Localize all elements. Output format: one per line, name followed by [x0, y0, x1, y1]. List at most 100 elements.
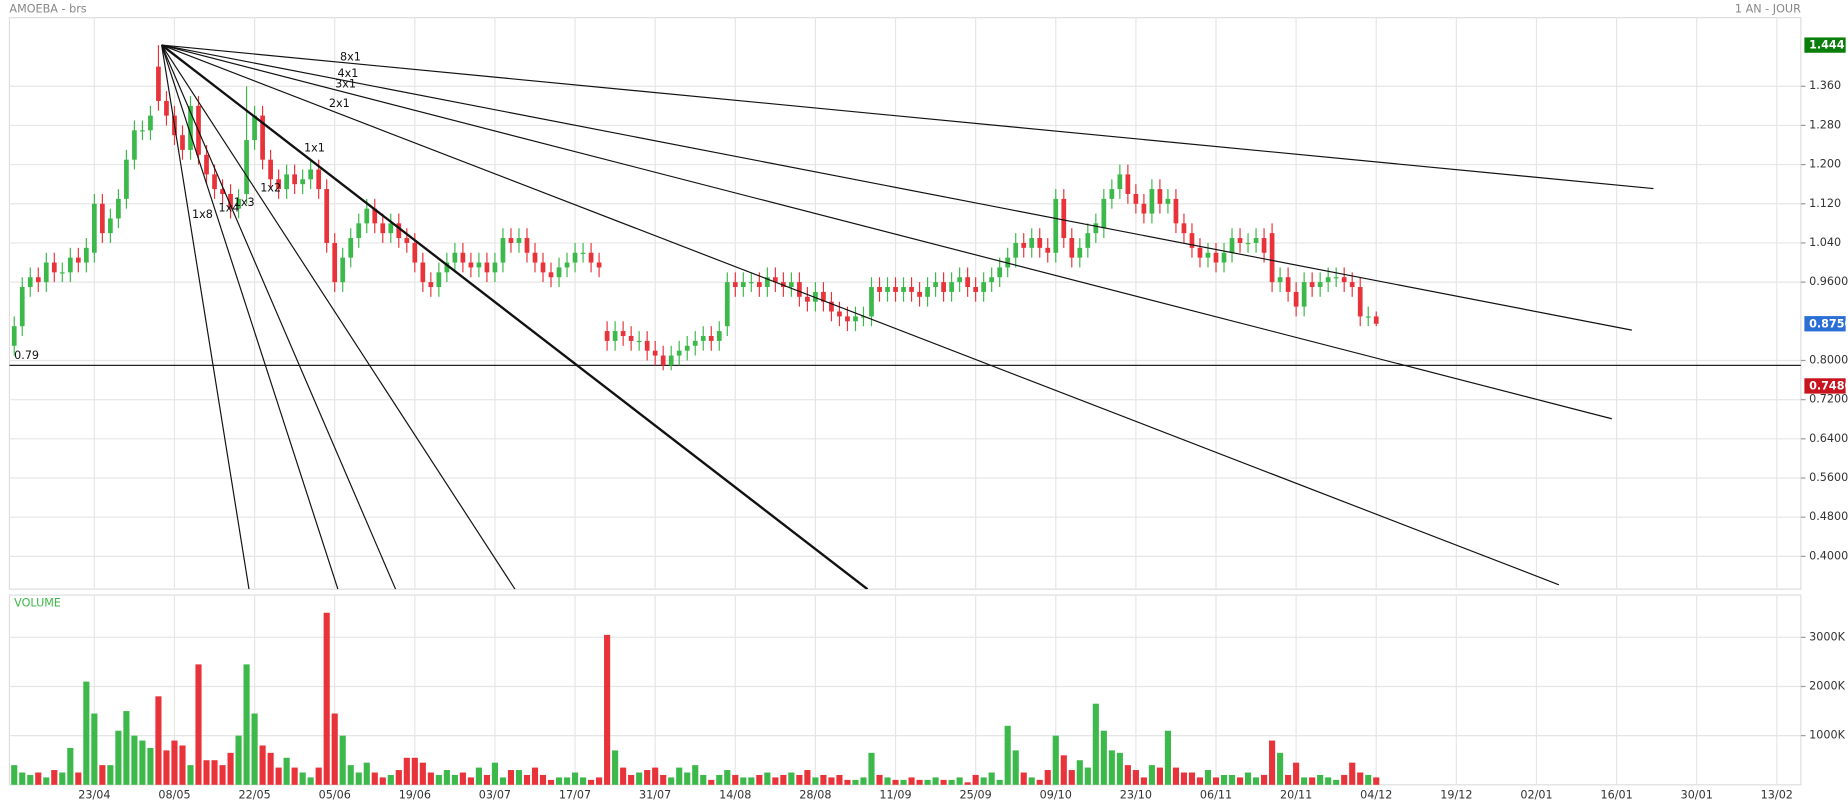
- y-tick-label: 0.6400: [1809, 432, 1848, 445]
- volume-bar: [1365, 774, 1372, 785]
- fan-label: 1x8: [192, 208, 213, 221]
- volume-bar: [355, 772, 362, 785]
- x-tick-label: 11/09: [879, 788, 911, 801]
- candle-body: [660, 355, 666, 366]
- candle-body: [412, 242, 418, 263]
- volume-bar: [756, 774, 763, 785]
- candle-body: [292, 174, 298, 185]
- volume-bar: [11, 765, 18, 785]
- candle-body: [388, 223, 394, 234]
- candle-body: [1221, 252, 1227, 263]
- x-tick-label: 23/04: [78, 788, 110, 801]
- volume-bar: [1196, 777, 1204, 785]
- candle-body: [821, 291, 826, 302]
- candle-body: [933, 282, 938, 288]
- candle-body: [1333, 277, 1339, 279]
- volume-bar: [419, 762, 426, 785]
- candle-body: [268, 159, 273, 180]
- candle-body: [1309, 282, 1315, 288]
- volume-bar: [59, 772, 66, 785]
- price-marker-label: 1.444: [1809, 39, 1845, 52]
- x-tick-label: 16/01: [1600, 788, 1632, 801]
- candle-body: [1205, 252, 1211, 258]
- candle-body: [1197, 247, 1203, 258]
- volume-bar: [283, 757, 290, 785]
- volume-bar: [387, 774, 394, 785]
- volume-bar: [1341, 774, 1348, 785]
- y-tick-label: 0.7200: [1809, 393, 1848, 406]
- candle-body: [116, 198, 121, 219]
- candle-body: [460, 252, 466, 263]
- candle-body: [83, 247, 89, 263]
- price-marker: [1804, 378, 1846, 394]
- candle-body: [1261, 238, 1267, 253]
- volume-bar: [203, 760, 210, 785]
- volume-title: VOLUME: [14, 596, 61, 609]
- candle-body: [676, 350, 682, 356]
- candle-body: [1229, 238, 1235, 253]
- candle-body: [140, 130, 145, 132]
- volume-bar: [163, 750, 170, 785]
- candle-body: [284, 174, 289, 190]
- volume-bar: [1261, 774, 1268, 785]
- volume-bar: [916, 779, 923, 785]
- x-tick-label: 02/01: [1520, 788, 1552, 801]
- candle-body: [965, 277, 970, 288]
- volume-bar: [51, 770, 58, 785]
- candle-body: [1165, 198, 1171, 204]
- volume-bar: [716, 774, 723, 785]
- volume-bar: [1293, 762, 1300, 785]
- volume-bar: [612, 750, 619, 785]
- y-tick-label: 0.4800: [1809, 510, 1848, 523]
- volume-bar: [1325, 777, 1332, 785]
- candle-body: [636, 340, 642, 343]
- volume-bar: [836, 774, 843, 785]
- candle-body: [724, 282, 730, 327]
- volume-bar: [155, 696, 162, 785]
- candle-body: [43, 262, 49, 283]
- candle-body: [1125, 174, 1131, 194]
- volume-bar: [660, 774, 667, 785]
- volume-bar: [1236, 777, 1244, 785]
- volume-bar: [43, 777, 50, 785]
- volume-bar: [515, 770, 523, 785]
- volume-bar: [1012, 750, 1019, 785]
- volume-bar: [980, 777, 987, 785]
- fan-label: 1x2: [260, 182, 281, 195]
- candle-body: [853, 316, 858, 322]
- volume-bar: [499, 777, 507, 785]
- candle-body: [444, 262, 450, 273]
- candle-body: [428, 282, 434, 288]
- volume-bar: [996, 779, 1003, 785]
- candle-body: [276, 179, 281, 190]
- volume-bar: [1020, 772, 1027, 785]
- candle-body: [604, 331, 610, 341]
- candle-body: [652, 350, 658, 356]
- candle-body: [91, 203, 97, 253]
- candle-body: [1109, 189, 1115, 199]
- volume-bar: [227, 752, 234, 785]
- volume-bar: [860, 777, 867, 785]
- volume-bar: [1036, 779, 1043, 785]
- candle-body: [156, 66, 161, 101]
- candle-body: [468, 262, 474, 268]
- y-tick-label: 1.200: [1809, 158, 1841, 171]
- x-tick-label: 22/05: [238, 788, 270, 801]
- volume-bar: [788, 772, 795, 785]
- volume-bar: [852, 779, 859, 785]
- fan-line: [161, 44, 397, 590]
- volume-bar: [523, 774, 531, 785]
- fan-label: 1x4: [218, 202, 239, 215]
- candle-body: [877, 287, 882, 292]
- candle-body: [692, 340, 698, 346]
- candle-body: [1029, 238, 1035, 248]
- volume-bar: [748, 777, 755, 785]
- candle-body: [684, 345, 690, 351]
- volume-bar: [588, 779, 595, 785]
- volume-bar: [1349, 762, 1356, 785]
- volume-bar: [547, 779, 555, 785]
- volume-bar: [299, 772, 306, 785]
- volume-bar: [596, 777, 603, 785]
- x-tick-label: 09/10: [1040, 788, 1072, 801]
